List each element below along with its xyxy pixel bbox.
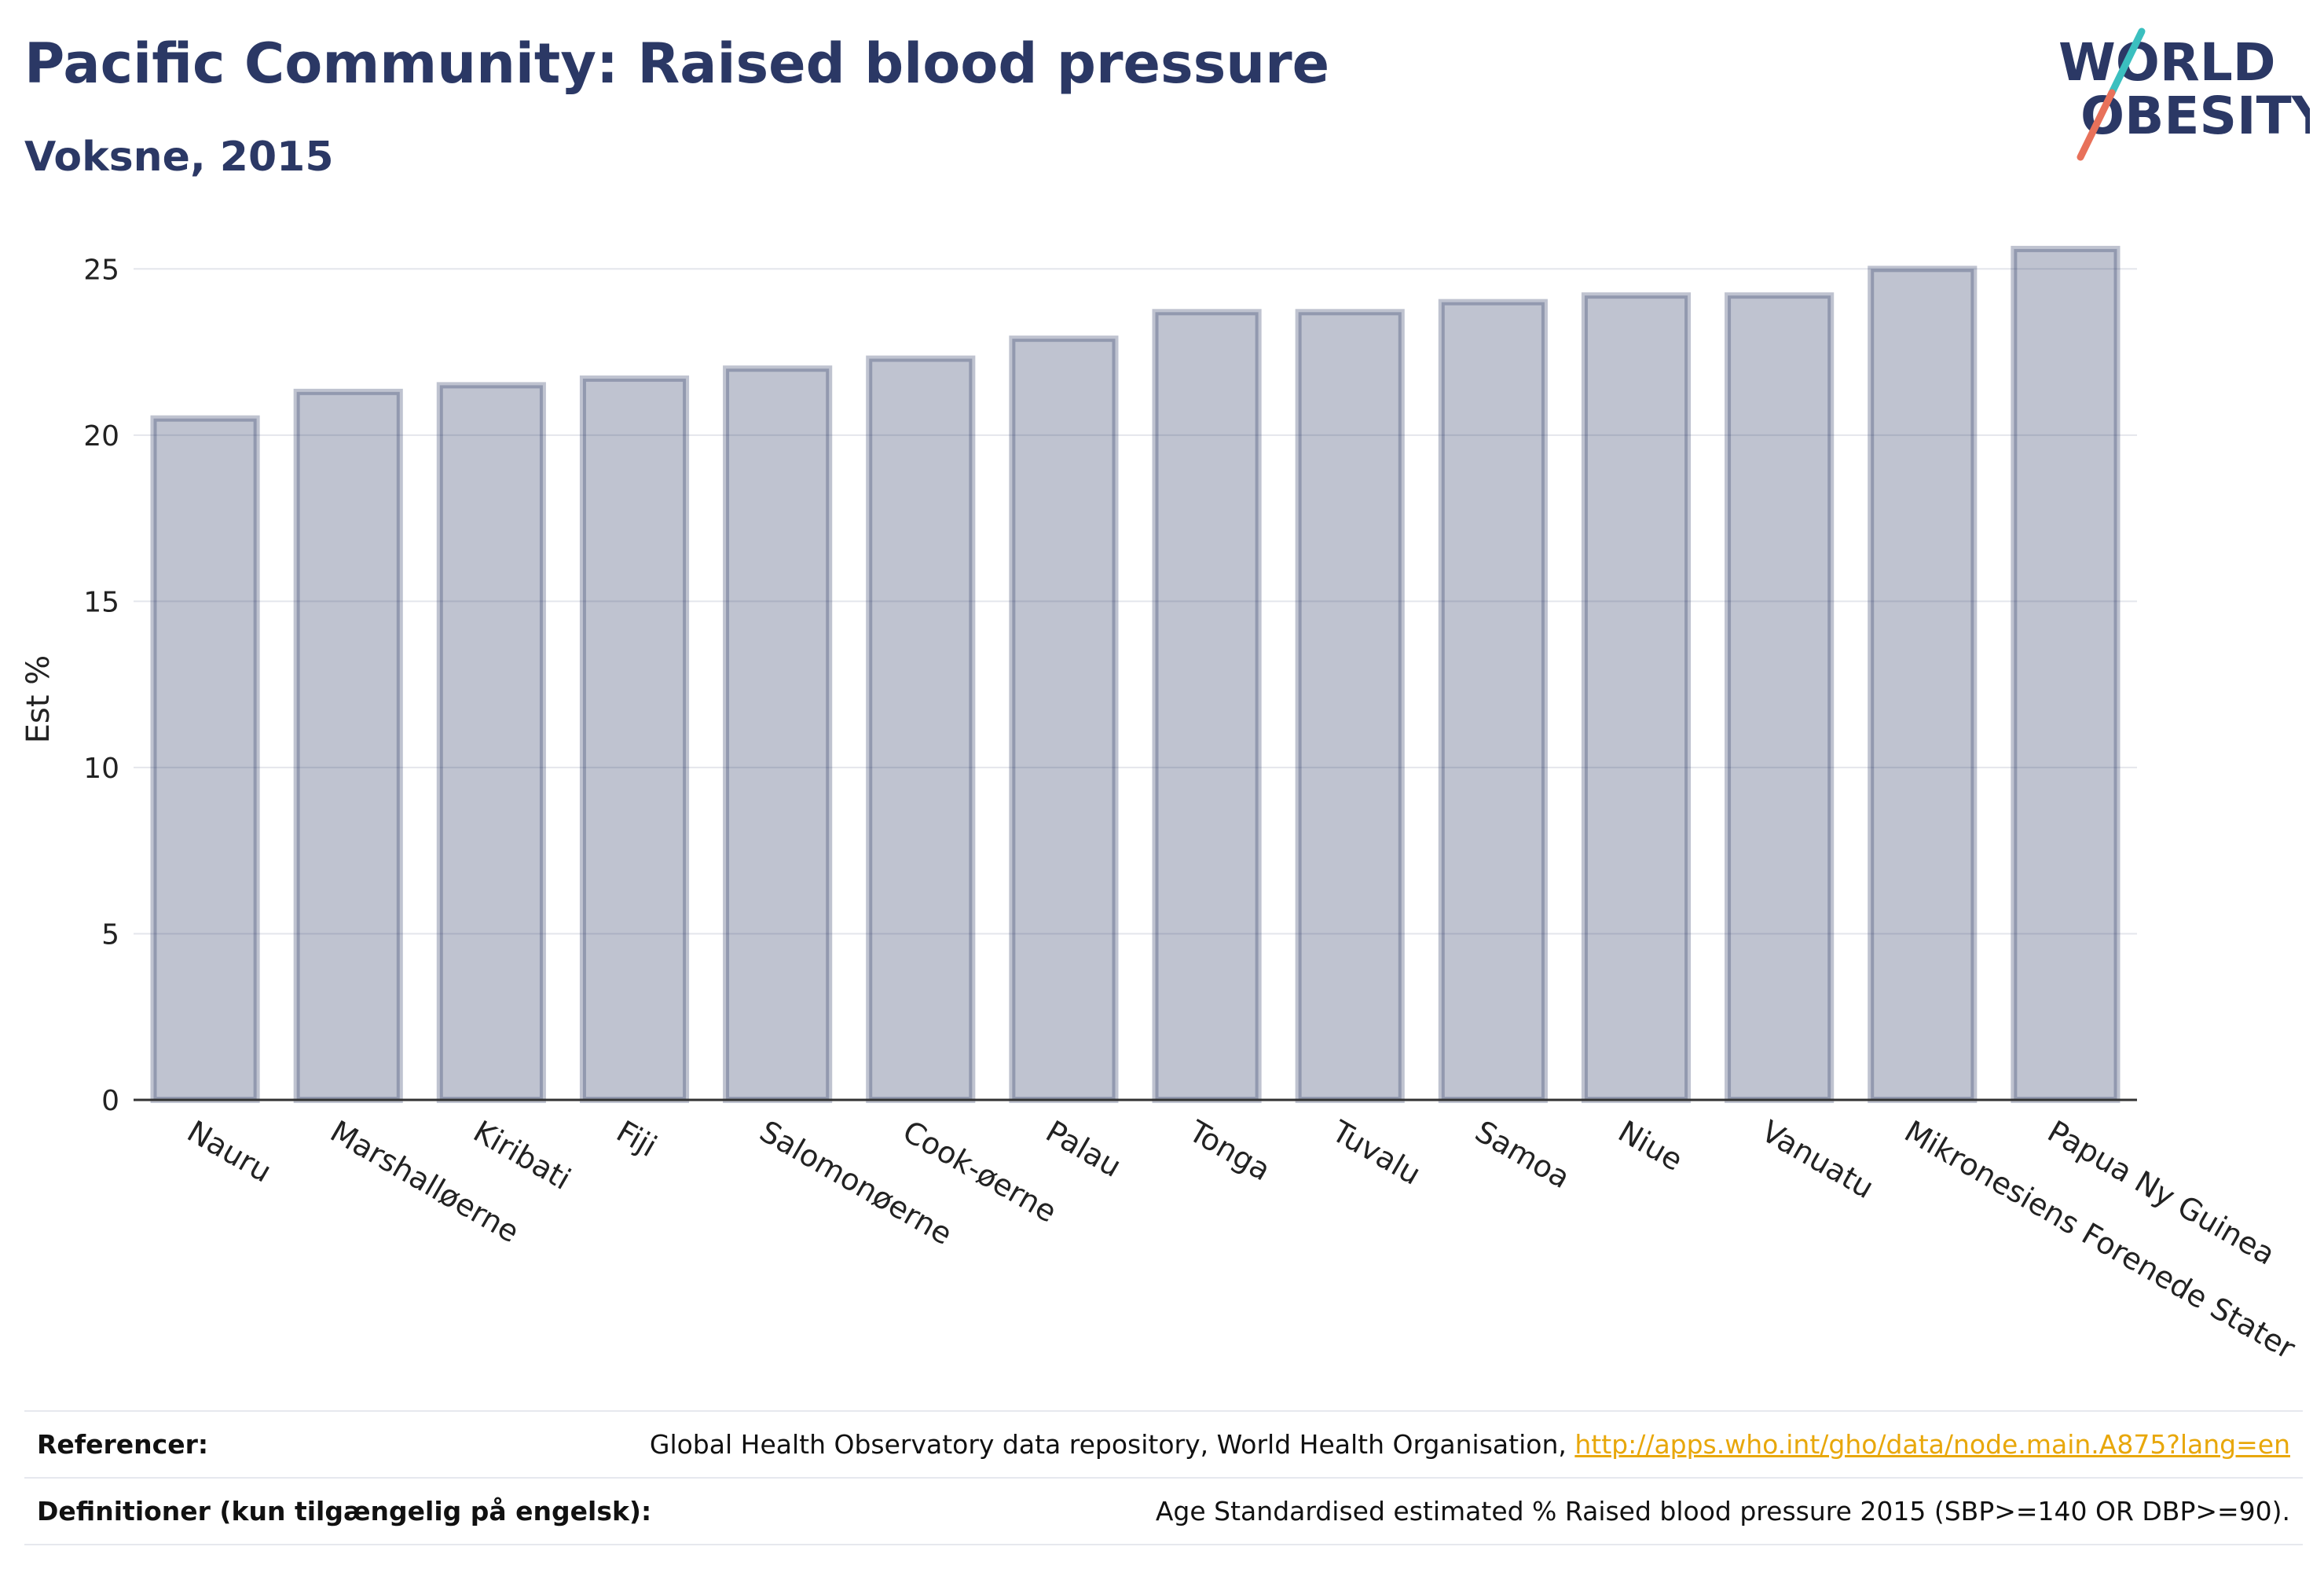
chart-title: Pacific Community: Raised blood pressure — [24, 31, 1330, 96]
world-obesity-logo: WORLD OBESITY — [2058, 27, 2310, 161]
y-tick-label: 25 — [83, 254, 119, 286]
logo-slash-coral — [2077, 89, 2116, 161]
references-link[interactable]: http://apps.who.int/gho/data/node.main.A… — [1574, 1429, 2290, 1460]
y-tick-label: 15 — [83, 586, 119, 618]
x-tick-label: Kiribati — [467, 1114, 577, 1197]
bar — [150, 415, 260, 1103]
bar-layer — [150, 245, 2121, 1104]
x-tick-label: Niue — [1612, 1114, 1688, 1178]
x-tick-label: Tuvalu — [1325, 1113, 1426, 1192]
chart-subtitle: Voksne, 2015 — [24, 134, 334, 181]
x-tick-label: Fiji — [610, 1114, 662, 1164]
bar — [723, 365, 833, 1103]
y-tick-label: 0 — [101, 1085, 119, 1117]
x-tick-label: Nauru — [181, 1114, 277, 1189]
x-tick-label: Samoa — [1469, 1114, 1575, 1196]
y-axis-label: Est % — [20, 655, 57, 744]
logo-slash-teal — [2108, 27, 2146, 97]
y-tick-label: 5 — [101, 918, 119, 951]
bar — [1438, 299, 1548, 1104]
chart-footer: Referencer: Global Health Observatory da… — [24, 1410, 2303, 1545]
x-tick-label: Palau — [1040, 1114, 1127, 1184]
bar — [1581, 292, 1692, 1103]
x-tick-label: Vanuatu — [1756, 1114, 1880, 1205]
logo-line1: WORLD — [2058, 32, 2276, 93]
grid-layer — [134, 268, 2137, 935]
bar — [1152, 309, 1262, 1103]
bar — [579, 375, 690, 1103]
definitions-value: Age Standardised estimated % Raised bloo… — [1155, 1496, 2290, 1527]
bar — [2011, 245, 2121, 1103]
bar — [866, 355, 976, 1103]
y-tick-label: 20 — [83, 420, 119, 453]
bar — [1295, 309, 1405, 1103]
logo-line2: OBESITY — [2080, 86, 2310, 146]
definitions-row: Definitioner (kun tilgængelig på engelsk… — [24, 1477, 2303, 1545]
bar — [1009, 335, 1119, 1103]
bar — [1725, 292, 1835, 1103]
bar — [436, 382, 546, 1103]
bar — [293, 388, 403, 1104]
references-label: Referencer: — [37, 1429, 209, 1460]
y-tick-label: 10 — [83, 753, 119, 785]
references-text: Global Health Observatory data repositor… — [649, 1429, 1575, 1460]
x-tick-label: Papua Ny Guinea — [2042, 1114, 2281, 1272]
bar — [1868, 266, 1978, 1103]
references-row: Referencer: Global Health Observatory da… — [24, 1410, 2303, 1477]
definitions-label: Definitioner (kun tilgængelig på engelsk… — [37, 1496, 652, 1527]
references-value: Global Health Observatory data repositor… — [650, 1429, 2303, 1460]
x-tick-label: Tonga — [1182, 1113, 1276, 1187]
